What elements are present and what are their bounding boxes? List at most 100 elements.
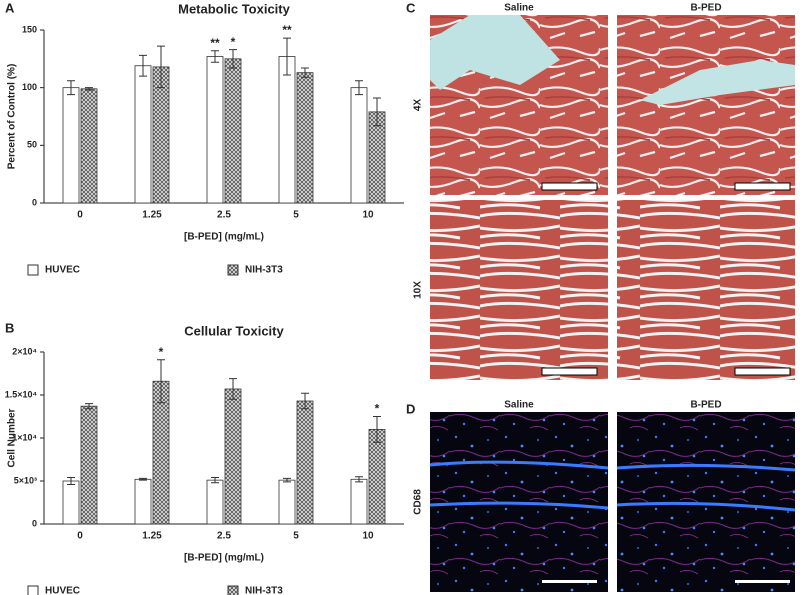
- x-tick-label: 1.25: [142, 210, 162, 221]
- error-bar: [211, 50, 219, 63]
- bar: [350, 478, 368, 525]
- micrograph: [617, 15, 795, 195]
- micrograph: [430, 200, 608, 380]
- error-bar: [139, 54, 147, 77]
- error-bar: [301, 392, 309, 410]
- legend-label: HUVEC: [45, 586, 80, 595]
- x-tick-label: 1.25: [142, 531, 162, 542]
- error-bar: [301, 67, 309, 78]
- legend-label: NIH-3T3: [245, 265, 283, 276]
- legend-swatch: [27, 264, 39, 276]
- error-bar: [85, 403, 93, 410]
- bar: [80, 405, 98, 525]
- y-axis-title: Cell Number: [7, 408, 18, 467]
- bar: [62, 480, 80, 525]
- x-tick-label: 2.5: [217, 531, 231, 542]
- error-bar: [67, 80, 75, 96]
- x-tick-label: 10: [362, 531, 374, 542]
- stain-band: [429, 460, 796, 512]
- error-bar: [355, 80, 363, 96]
- x-tick-label: 5: [293, 531, 299, 542]
- significance-mark: *: [159, 345, 164, 359]
- scale-bar: [541, 182, 598, 191]
- column-label: B-PED: [690, 400, 721, 411]
- error-bar: [139, 477, 147, 481]
- x-axis-title: [B-PED] (mg/mL): [184, 232, 264, 243]
- x-tick-label: 2.5: [217, 210, 231, 221]
- bar: [134, 478, 152, 525]
- error-bar: [373, 97, 381, 127]
- panel-label: D: [406, 401, 415, 416]
- error-bar: [85, 87, 93, 91]
- significance-mark: **: [210, 36, 220, 50]
- significance-mark: *: [375, 402, 380, 416]
- bar: [350, 87, 368, 204]
- y-tick-label: 0: [32, 197, 37, 207]
- chart-title: Cellular Toxicity: [184, 323, 284, 338]
- column-label: B-PED: [690, 3, 721, 14]
- error-bar: [373, 416, 381, 443]
- legend-label: HUVEC: [45, 265, 80, 276]
- x-tick-label: 10: [362, 210, 374, 221]
- y-axis-title: Percent of Control (%): [7, 64, 18, 170]
- micrograph: [617, 200, 795, 380]
- error-bar: [229, 378, 237, 400]
- row-label: CD68: [413, 489, 424, 515]
- y-tick-label: 0: [32, 518, 37, 528]
- bar: [206, 479, 224, 525]
- error-bar: [283, 477, 291, 483]
- panel-label: A: [5, 0, 15, 15]
- fluorescence-image: [617, 412, 795, 592]
- bar: [62, 87, 80, 204]
- scale-bar: [542, 580, 597, 583]
- column-label: Saline: [504, 3, 534, 14]
- legend-swatch: [27, 585, 39, 595]
- legend-label: NIH-3T3: [245, 586, 283, 595]
- x-tick-label: 0: [77, 210, 83, 221]
- bar: [278, 479, 296, 525]
- micrograph-gap: [430, 15, 560, 90]
- significance-mark: **: [282, 23, 292, 37]
- y-tick-label: 1×10⁴: [12, 432, 37, 442]
- error-bar: [67, 477, 75, 485]
- bar: [296, 72, 314, 204]
- micrograph-gap: [640, 60, 795, 105]
- significance-mark: *: [231, 35, 236, 49]
- error-bar: [283, 37, 291, 76]
- bar: [224, 388, 242, 525]
- y-tick-label: 100: [22, 82, 37, 92]
- row-label: 10X: [413, 281, 424, 299]
- column-label: Saline: [504, 400, 534, 411]
- y-tick-label: 50: [27, 140, 37, 150]
- bar: [278, 56, 296, 204]
- bar: [206, 56, 224, 204]
- bar: [368, 428, 386, 525]
- scale-bar: [541, 367, 598, 376]
- error-bar: [157, 45, 165, 89]
- bar: [134, 65, 152, 204]
- panel-label: C: [406, 0, 416, 15]
- error-bar: [157, 359, 165, 404]
- x-tick-label: 5: [293, 210, 299, 221]
- scale-bar: [734, 367, 791, 376]
- y-tick-label: 2×10⁴: [12, 346, 37, 356]
- scale-bar: [735, 580, 790, 583]
- x-tick-label: 0: [77, 531, 83, 542]
- chart-title: Metabolic Toxicity: [178, 1, 290, 16]
- histology-images: [429, 15, 796, 592]
- scale-bar: [734, 182, 791, 191]
- bar: [296, 400, 314, 525]
- y-tick-label: 1.5×10⁴: [5, 389, 37, 399]
- error-bar: [355, 476, 363, 483]
- row-label: 4X: [413, 99, 424, 112]
- error-bar: [211, 477, 219, 484]
- legend-swatch: [227, 585, 239, 595]
- bar: [224, 58, 242, 204]
- x-axis-title: [B-PED] (mg/mL): [184, 553, 264, 564]
- error-bar: [229, 49, 237, 69]
- bar: [80, 88, 98, 204]
- y-tick-label: 150: [22, 24, 37, 34]
- y-tick-label: 5×10³: [14, 475, 37, 485]
- panel-label: B: [5, 320, 14, 335]
